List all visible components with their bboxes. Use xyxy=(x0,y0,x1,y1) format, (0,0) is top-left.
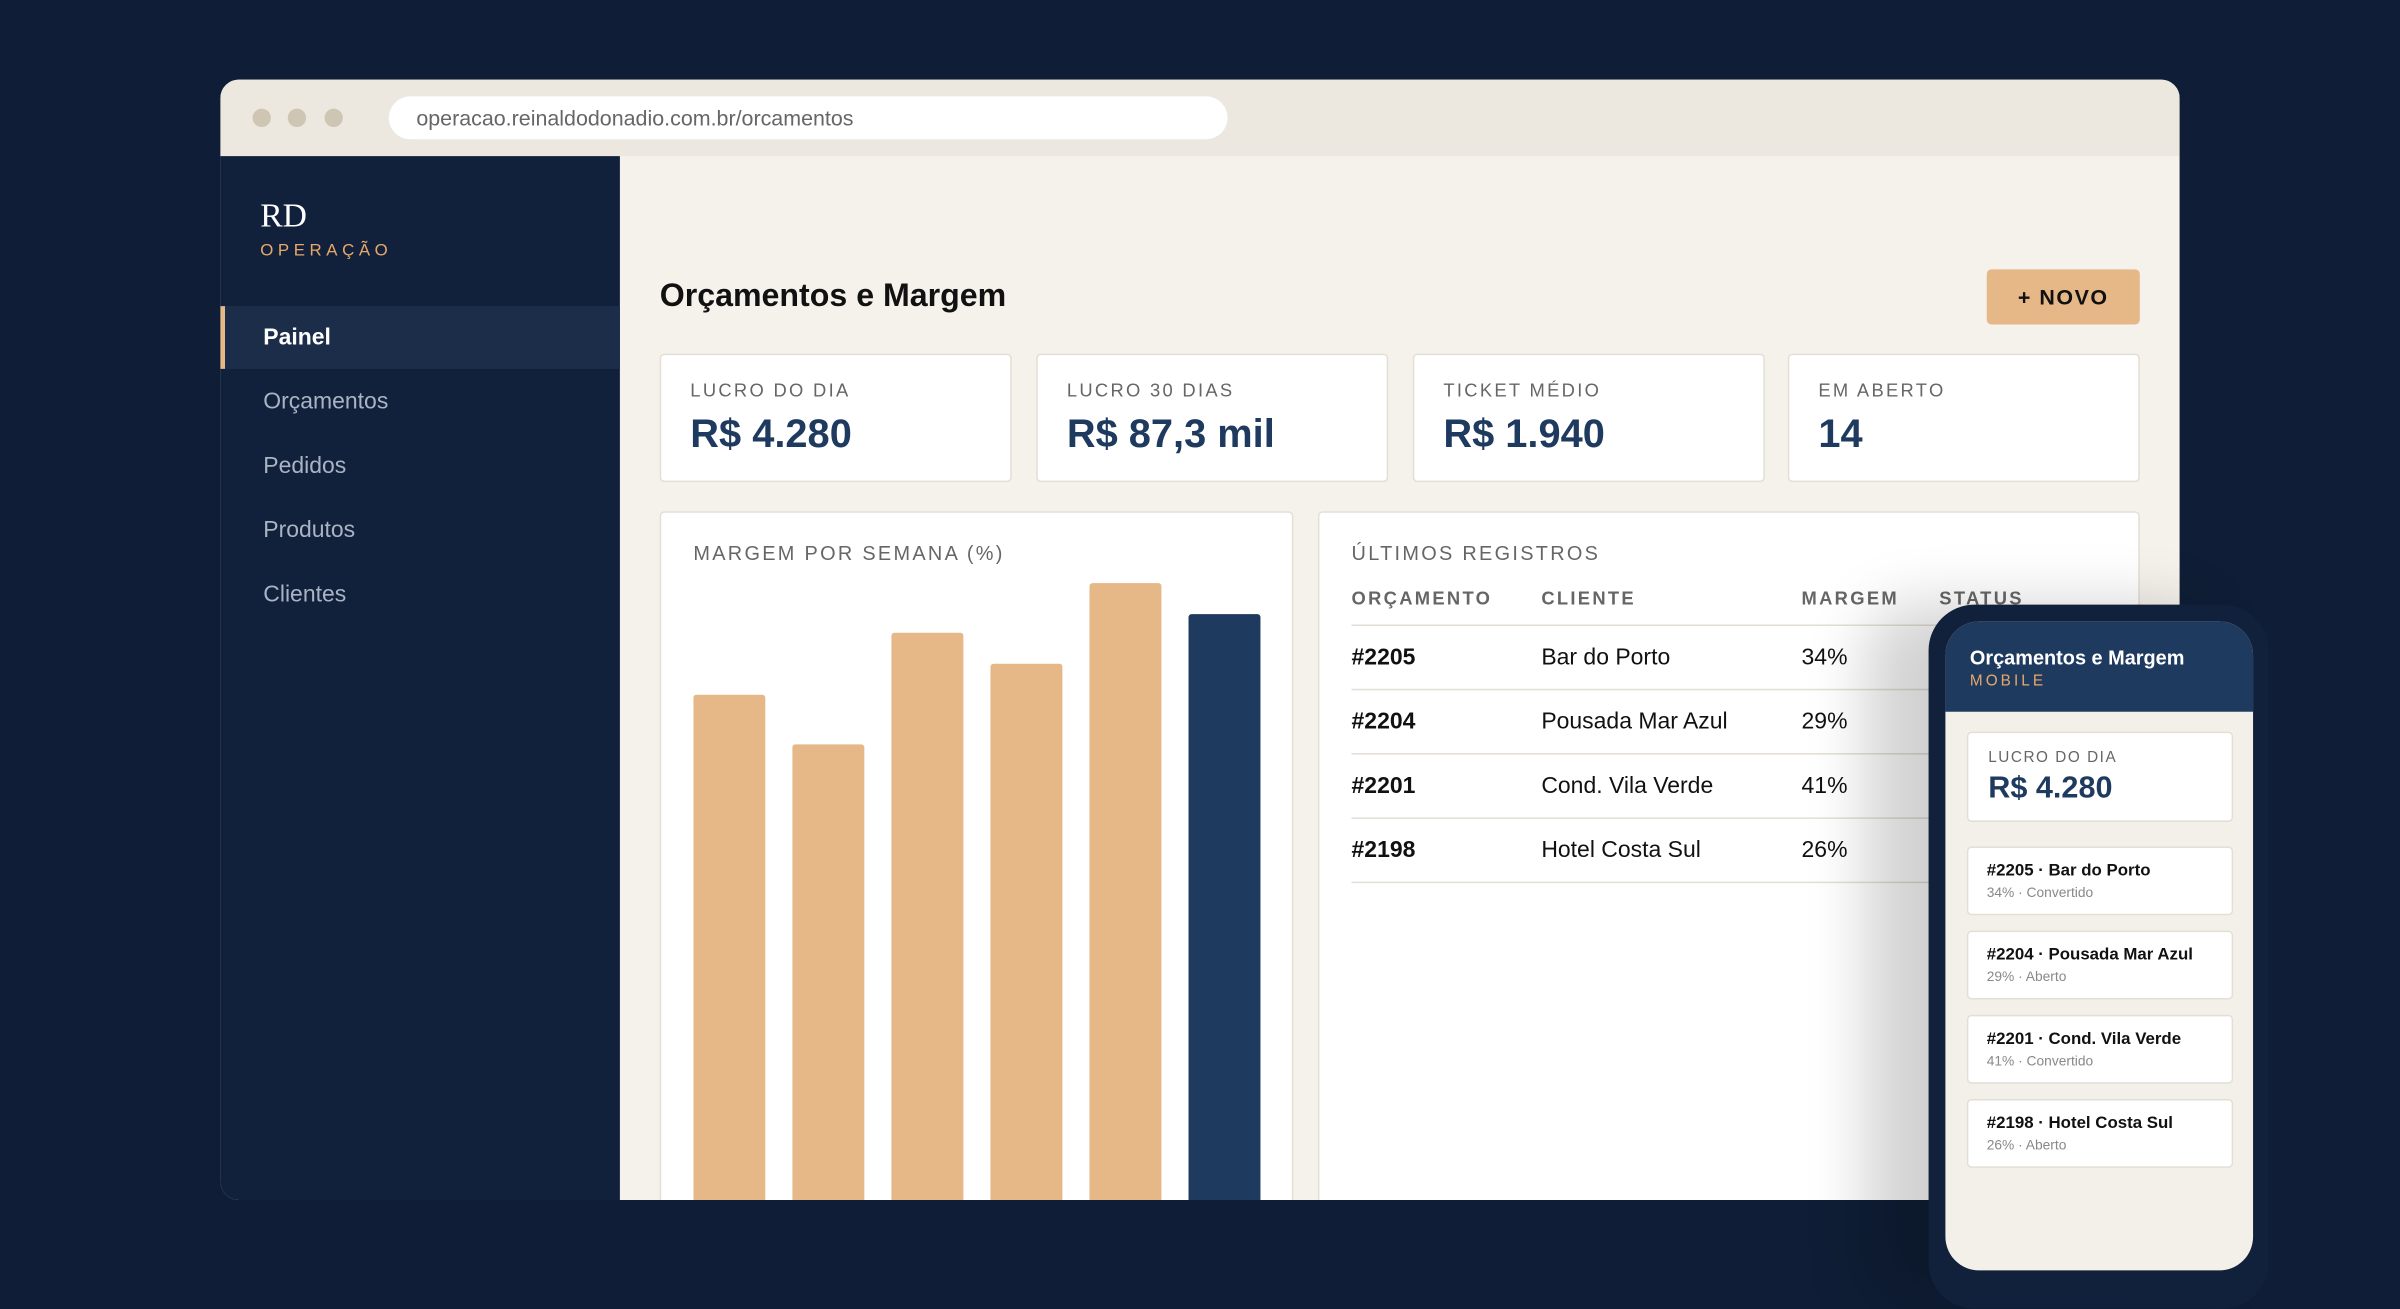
mobile-item-sub: 34% · Convertido xyxy=(1986,884,2094,900)
window-dot[interactable] xyxy=(287,108,307,128)
browser-window: operacao.reinaldodonadio.com.br/orcament… xyxy=(220,79,2180,1200)
mobile-item-title: #2198 · Hotel Costa Sul xyxy=(1986,1114,2173,1133)
sidebar: RD OPERAÇÃO Painel Orçamentos Pedidos Produ… xyxy=(220,156,620,1200)
new-button[interactable]: + NOVO xyxy=(1986,269,2140,325)
kpi-label: LUCRO DO DIA xyxy=(690,379,851,402)
row-separator xyxy=(1351,753,2107,755)
mobile-kpi: LUCRO DO DIA R$ 4.280 xyxy=(1966,731,2234,822)
mobile-item-sub: 41% · Convertido xyxy=(1986,1053,2094,1069)
chart-card: MARGEM POR SEMANA (%) xyxy=(659,511,1294,1200)
kpi-label: EM ABERTO xyxy=(1818,379,1946,402)
kpi-value: R$ 1.940 xyxy=(1443,410,1605,457)
page-title: Orçamentos e Margem xyxy=(659,278,1007,314)
row-separator xyxy=(1351,624,2107,627)
table-title: ÚLTIMOS REGISTROS xyxy=(1351,541,1601,565)
kpi-label: TICKET MÉDIO xyxy=(1443,379,1602,402)
table-cell: 34% xyxy=(1801,644,1848,671)
table-cell: Cond. Vila Verde xyxy=(1541,772,1714,799)
kpi-value: 14 xyxy=(1818,410,1863,457)
table-cell: #2204 xyxy=(1351,708,1416,735)
kpi-card: LUCRO DO DIA R$ 4.280 xyxy=(659,353,1012,483)
bar xyxy=(1188,614,1261,1200)
kpi-label: LUCRO 30 DIAS xyxy=(1066,379,1235,402)
kpi-card: LUCRO 30 DIAS R$ 87,3 mil xyxy=(1036,353,1389,483)
nav-item[interactable]: Painel xyxy=(220,306,620,369)
column-header: CLIENTE xyxy=(1541,587,1636,610)
table-cell: 29% xyxy=(1801,708,1848,735)
mobile-kpi-label: LUCRO DO DIA xyxy=(1988,749,2118,767)
kpi-value: R$ 87,3 mil xyxy=(1066,410,1275,457)
chart xyxy=(693,583,1261,1200)
row-separator xyxy=(1351,881,2107,884)
table-cell: Bar do Porto xyxy=(1541,644,1671,671)
nav-item[interactable]: Produtos xyxy=(263,517,356,544)
table-cell: 26% xyxy=(1801,837,1848,864)
table-cell: #2198 xyxy=(1351,837,1416,864)
brand-subtitle: OPERAÇÃO xyxy=(260,241,393,261)
nav-item[interactable]: Orçamentos xyxy=(263,388,389,415)
mobile-subtitle: MOBILE xyxy=(1969,673,2047,691)
mobile-item[interactable]: #2205 · Bar do Porto 34% · Convertido xyxy=(1966,846,2234,916)
bar xyxy=(891,632,964,1200)
bar xyxy=(693,694,766,1200)
mobile-item-title: #2205 · Bar do Porto xyxy=(1986,861,2151,881)
mobile-item-title: #2201 · Cond. Vila Verde xyxy=(1986,1030,2182,1049)
window-dot[interactable] xyxy=(324,108,343,128)
table-cell: #2205 xyxy=(1351,644,1416,671)
chart-title: MARGEM POR SEMANA (%) xyxy=(693,541,1005,565)
bar xyxy=(792,744,865,1200)
stage: operacao.reinaldodonadio.com.br/orcament… xyxy=(220,79,2254,1271)
mobile-item-sub: 26% · Aberto xyxy=(1986,1137,2067,1153)
column-header: MARGEM xyxy=(1801,587,1899,610)
nav-item[interactable]: Clientes xyxy=(263,581,347,608)
row-separator xyxy=(1351,817,2107,819)
table-cell: #2201 xyxy=(1351,772,1416,799)
table-cell: 41% xyxy=(1801,772,1848,799)
main: Orçamentos e Margem + NOVO MARGEM POR SE… xyxy=(620,156,2180,1200)
kpi-value: R$ 4.280 xyxy=(690,410,852,457)
column-header: STATUS xyxy=(1939,587,2024,610)
kpi-card: EM ABERTO 14 xyxy=(1787,353,2140,483)
mobile-item-sub: 29% · Aberto xyxy=(1986,968,2067,985)
phone: Orçamentos e Margem MOBILE LUCRO DO DIA … xyxy=(1928,604,2269,1309)
column-header: ORÇAMENTO xyxy=(1351,587,1493,610)
titlebar: operacao.reinaldodonadio.com.br/orcament… xyxy=(220,79,2180,157)
url-bar[interactable]: operacao.reinaldodonadio.com.br/orcament… xyxy=(388,96,1228,140)
nav-item[interactable]: Pedidos xyxy=(263,453,347,480)
mobile-item[interactable]: #2204 · Pousada Mar Azul 29% · Aberto xyxy=(1966,930,2234,1000)
row-separator xyxy=(1351,688,2107,691)
bar xyxy=(990,663,1063,1200)
kpi-card: TICKET MÉDIO R$ 1.940 xyxy=(1412,353,1765,483)
brand: RD xyxy=(260,195,307,235)
mobile-header: Orçamentos e Margem MOBILE xyxy=(1945,621,2254,712)
bar xyxy=(1089,583,1162,1200)
mobile-title: Orçamentos e Margem xyxy=(1969,645,2185,669)
table-cell: Hotel Costa Sul xyxy=(1541,837,1701,864)
mobile-item-title: #2204 · Pousada Mar Azul xyxy=(1986,945,2193,965)
mobile-kpi-value: R$ 4.280 xyxy=(1988,771,2113,806)
page: operacao.reinaldodonadio.com.br/orcament… xyxy=(220,79,2254,1271)
window-dot[interactable] xyxy=(252,108,271,128)
mobile-item[interactable]: #2201 · Cond. Vila Verde 41% · Convertido xyxy=(1966,1014,2234,1084)
mobile-item[interactable]: #2198 · Hotel Costa Sul 26% · Aberto xyxy=(1966,1098,2234,1168)
phone-screen: Orçamentos e Margem MOBILE LUCRO DO DIA … xyxy=(1945,621,2254,1271)
table-cell: Pousada Mar Azul xyxy=(1541,708,1728,735)
